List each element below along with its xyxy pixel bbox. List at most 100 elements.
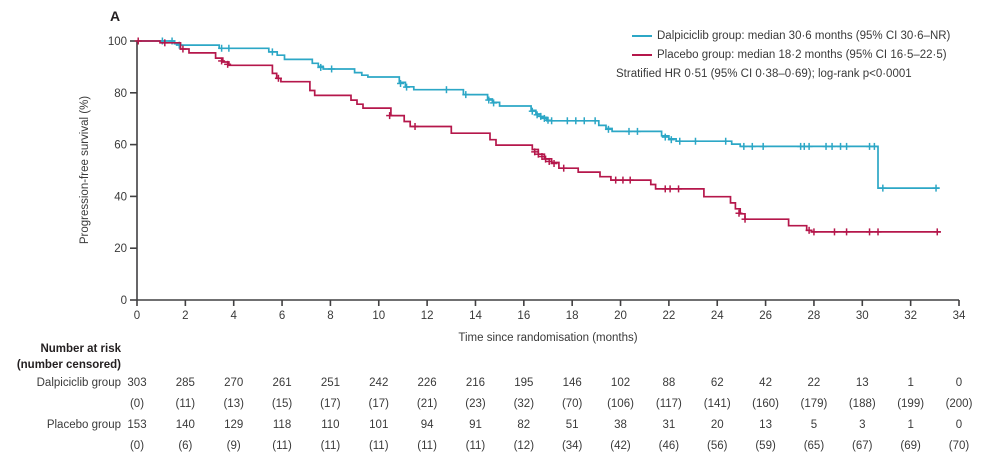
risk-count-cell: 82 [517,419,531,431]
x-tick-label: 18 [566,310,579,322]
y-tick-label: 20 [114,243,127,255]
censored-count-cell: (0) [129,440,145,452]
x-tick-label: 8 [327,310,333,322]
censored-count-cell: (117) [655,398,682,410]
x-tick-label: 22 [662,310,675,322]
censored-count-cell: (70) [561,398,583,410]
risk-count-cell: 303 [127,377,147,389]
risk-count-cell: 13 [759,419,772,431]
placebo-line-swatch-icon [632,53,652,56]
risk-count-cell: 195 [514,377,534,389]
risk-table-header-line1: Number at risk [40,343,121,355]
risk-count-cell: 226 [417,377,437,389]
survival-curves [134,37,941,236]
legend: Dalpiciclib group: median 30·6 months (9… [616,26,982,83]
x-tick-label: 0 [134,310,140,322]
censored-count-cell: (11) [368,440,389,452]
legend-entry-placebo: Placebo group: median 18·2 months (95% C… [616,45,982,64]
censored-count-cell: (59) [755,440,776,452]
legend-entry-label: Dalpiciclib group: median 30·6 months (9… [657,29,951,42]
risk-count-cell: 42 [759,377,772,389]
censored-count-cell: (56) [707,440,728,452]
risk-count-cell: 5 [810,419,818,431]
placebo-curve [137,40,941,233]
censored-count-cell: (11) [417,440,437,452]
x-tick-label: 4 [231,310,238,322]
risk-count-cell: 13 [855,377,869,389]
y-tick-label: 40 [114,191,127,203]
censored-count-cell: (179) [800,398,828,410]
x-tick-label: 32 [904,310,917,322]
censored-count-cell: (141) [703,398,731,410]
x-axis-label: Time since randomisation (months) [458,332,637,344]
censored-count-cell: (11) [465,440,486,452]
risk-count-cell: 261 [272,377,292,389]
censored-count-cell: (32) [513,398,535,410]
dalpiciclib-censor-marks [158,37,940,192]
risk-count-cell: 62 [710,377,724,389]
censored-count-cell: (9) [226,440,241,452]
risk-count-cell: 31 [662,419,676,431]
risk-count-cell: 0 [955,377,963,389]
risk-count-cell: 251 [320,377,340,389]
censored-count-cell: (0) [129,398,145,410]
censored-count-cell: (46) [658,440,680,452]
risk-count-cell: 270 [224,377,244,389]
dalpiciclib-curve [137,40,940,189]
censored-count-cell: (34) [561,440,583,452]
legend-entry-label: Placebo group: median 18·2 months (95% C… [657,48,947,61]
risk-count-cell: 153 [127,419,147,431]
censored-count-cell: (106) [607,398,634,410]
dalpiciclib-line-swatch-icon [632,34,652,37]
risk-count-cell: 146 [562,377,582,389]
x-tick-label: 6 [279,310,285,322]
legend-stat-note-text: Stratified HR 0·51 (95% CI 0·38–0·69); l… [616,67,912,80]
censored-count-cell: (65) [803,440,825,452]
censored-count-cell: (21) [416,398,438,410]
risk-count-cell: 1 [907,377,914,389]
risk-count-cell: 94 [420,419,434,431]
risk-table-header-line2: (number censored) [16,359,121,371]
risk-count-cell: 140 [175,419,195,431]
x-tick-label: 12 [421,310,434,322]
censored-count-cell: (188) [848,398,876,410]
x-tick-label: 30 [856,310,869,322]
risk-count-cell: 38 [614,419,627,431]
censored-count-cell: (17) [320,398,341,410]
legend-stat-note: Stratified HR 0·51 (95% CI 0·38–0·69); l… [616,64,982,83]
censored-count-cell: (69) [900,440,921,452]
risk-count-cell: 101 [369,419,389,431]
censored-count-cell: (12) [513,440,535,452]
risk-count-cell: 242 [369,377,389,389]
panel-label: A [110,8,121,24]
y-tick-label: 80 [114,88,127,100]
censored-count-cell: (42) [610,440,631,452]
x-tick-label: 10 [372,310,385,322]
risk-count-cell: 102 [610,377,631,389]
risk-row-label-placebo: Placebo group [46,419,121,431]
censored-count-cell: (11) [320,440,341,452]
risk-count-cell: 285 [175,377,195,389]
censored-count-cell: (160) [752,398,779,410]
risk-count-cell: 129 [224,419,244,431]
risk-count-cell: 0 [955,419,963,431]
y-tick-label: 60 [114,140,127,152]
censored-count-cell: (11) [175,398,196,410]
censored-count-cell: (67) [852,440,873,452]
y-tick-label: 0 [121,295,127,307]
risk-count-cell: 1 [907,419,914,431]
x-tick-label: 34 [953,310,966,322]
censored-count-cell: (11) [272,440,292,452]
legend-entry-dalpiciclib: Dalpiciclib group: median 30·6 months (9… [616,26,982,45]
censored-count-cell: (23) [465,398,486,410]
censored-count-cell: (17) [368,398,389,410]
censored-count-cell: (15) [271,398,293,410]
risk-count-cell: 110 [321,419,340,431]
placebo-censor-marks [134,37,941,236]
risk-row-label-dalpiciclib: Dalpiciclib group [36,377,121,389]
x-tick-label: 26 [759,310,772,322]
risk-count-cell: 3 [859,419,866,431]
